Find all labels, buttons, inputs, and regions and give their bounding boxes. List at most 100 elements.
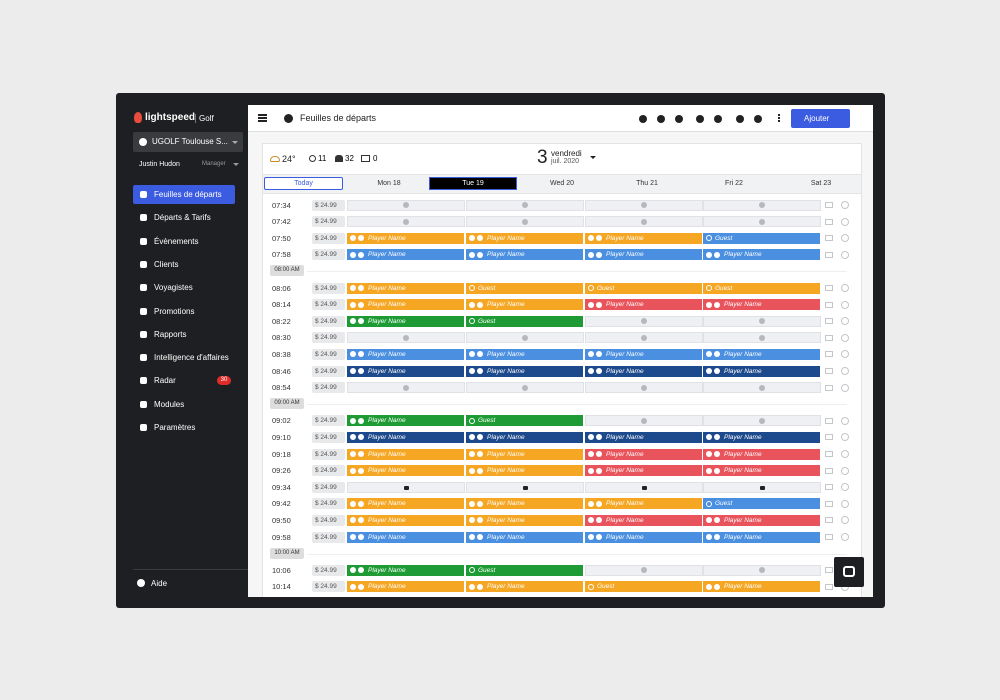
booking-slot[interactable]: Player Name bbox=[585, 348, 702, 360]
cart-icon[interactable] bbox=[825, 451, 833, 457]
booking-slot[interactable]: Player Name bbox=[466, 232, 583, 244]
day-tab[interactable]: Thu 21 bbox=[636, 180, 658, 187]
cart-icon[interactable] bbox=[825, 434, 833, 441]
booking-slot[interactable]: Player Name bbox=[466, 249, 583, 261]
cart-icon[interactable] bbox=[825, 334, 833, 341]
timer-icon[interactable] bbox=[841, 516, 849, 525]
timer-icon[interactable] bbox=[841, 217, 849, 226]
nav-item[interactable]: Clients bbox=[133, 255, 235, 274]
booking-slot[interactable]: Player Name bbox=[347, 465, 464, 477]
tool-icon[interactable] bbox=[754, 115, 762, 123]
day-tab[interactable]: Wed 20 bbox=[550, 180, 574, 187]
booking-slot[interactable]: Player Name bbox=[347, 365, 464, 377]
booking-slot[interactable]: Player Name bbox=[347, 249, 464, 261]
booking-slot[interactable]: Player Name bbox=[703, 514, 820, 526]
nav-item[interactable]: Voyagistes bbox=[133, 278, 235, 297]
booking-slot[interactable]: Player Name bbox=[585, 498, 702, 510]
empty-slot[interactable] bbox=[347, 382, 465, 394]
cart-icon[interactable] bbox=[825, 417, 833, 424]
booking-slot[interactable]: Player Name bbox=[347, 498, 464, 510]
booking-slot[interactable]: Player Name bbox=[703, 448, 820, 460]
booking-slot[interactable]: Player Name bbox=[347, 299, 464, 311]
day-tab[interactable]: Mon 18 bbox=[377, 180, 401, 187]
empty-slot[interactable] bbox=[703, 415, 821, 427]
nav-item[interactable]: Radar 30 bbox=[133, 371, 235, 390]
nav-item[interactable]: Rapports bbox=[133, 325, 235, 344]
cart-icon[interactable] bbox=[825, 517, 833, 524]
booking-slot[interactable]: Player Name bbox=[347, 282, 464, 294]
tool-icon[interactable] bbox=[675, 115, 683, 123]
timer-icon[interactable] bbox=[841, 250, 849, 259]
cart-icon[interactable] bbox=[825, 218, 833, 225]
empty-slot[interactable] bbox=[703, 216, 821, 228]
empty-slot[interactable] bbox=[585, 315, 703, 327]
booking-slot[interactable]: Guest bbox=[703, 232, 820, 244]
course-select[interactable]: UGOLF Toulouse S... bbox=[133, 132, 243, 152]
timer-icon[interactable] bbox=[841, 416, 849, 425]
booking-slot[interactable]: Player Name bbox=[347, 581, 464, 593]
booking-slot[interactable]: Player Name bbox=[466, 531, 583, 543]
empty-slot[interactable] bbox=[466, 216, 584, 228]
booking-slot[interactable]: Player Name bbox=[347, 315, 464, 327]
booking-slot[interactable]: Player Name bbox=[466, 465, 583, 477]
booking-slot[interactable]: Guest bbox=[466, 282, 583, 294]
nav-item[interactable]: Évènements bbox=[133, 232, 235, 251]
nav-item[interactable]: Promotions bbox=[133, 302, 235, 321]
booking-slot[interactable]: Guest bbox=[466, 315, 583, 327]
cart-icon[interactable] bbox=[825, 467, 833, 474]
booking-slot[interactable]: Guest bbox=[466, 564, 583, 576]
booking-slot[interactable]: Player Name bbox=[466, 514, 583, 526]
timer-icon[interactable] bbox=[841, 450, 849, 458]
cart-icon[interactable] bbox=[825, 301, 833, 308]
empty-slot[interactable] bbox=[703, 332, 821, 344]
empty-slot[interactable] bbox=[466, 382, 584, 394]
booking-slot[interactable]: Player Name bbox=[703, 465, 820, 477]
nav-item[interactable]: Paramètres bbox=[133, 418, 235, 437]
tool-icon[interactable] bbox=[639, 115, 647, 123]
cart-icon[interactable] bbox=[825, 202, 833, 208]
nav-item[interactable]: Modules bbox=[133, 395, 235, 414]
empty-slot[interactable] bbox=[466, 332, 584, 344]
day-tab[interactable]: Tue 19 bbox=[429, 177, 517, 190]
empty-slot[interactable] bbox=[703, 315, 821, 327]
empty-slot[interactable] bbox=[585, 382, 703, 394]
empty-slot[interactable] bbox=[585, 199, 703, 211]
timer-icon[interactable] bbox=[841, 433, 849, 442]
timer-icon[interactable] bbox=[841, 499, 849, 508]
tool-icon[interactable] bbox=[696, 115, 704, 123]
empty-slot[interactable] bbox=[585, 332, 703, 344]
cart-icon[interactable] bbox=[825, 318, 833, 325]
menu-button[interactable] bbox=[258, 114, 267, 116]
timer-icon[interactable] bbox=[841, 234, 849, 243]
empty-slot[interactable] bbox=[347, 216, 465, 228]
cart-icon[interactable] bbox=[825, 500, 833, 507]
booking-slot[interactable]: Guest bbox=[585, 581, 702, 593]
booking-slot[interactable]: Player Name bbox=[347, 564, 464, 576]
empty-slot[interactable] bbox=[703, 382, 821, 394]
timer-icon[interactable] bbox=[841, 533, 849, 541]
booking-slot[interactable]: Guest bbox=[466, 415, 583, 427]
booking-slot[interactable]: Player Name bbox=[703, 348, 820, 360]
cart-icon[interactable] bbox=[825, 384, 833, 391]
empty-slot[interactable] bbox=[347, 332, 465, 344]
booking-slot[interactable]: Player Name bbox=[347, 531, 464, 543]
nav-item[interactable]: Intelligence d'affaires bbox=[133, 348, 235, 367]
date-caret[interactable] bbox=[590, 156, 596, 162]
booking-slot[interactable]: Player Name bbox=[703, 249, 820, 261]
today-button[interactable]: Today bbox=[264, 177, 343, 190]
booking-slot[interactable]: Player Name bbox=[347, 448, 464, 460]
booking-slot[interactable]: Player Name bbox=[466, 431, 583, 443]
booking-slot[interactable]: Player Name bbox=[466, 581, 583, 593]
add-button[interactable]: Ajouter bbox=[791, 109, 850, 128]
cart-icon[interactable] bbox=[825, 285, 833, 291]
day-tab[interactable]: Fri 22 bbox=[725, 180, 743, 187]
cart-icon[interactable] bbox=[825, 368, 833, 374]
timer-icon[interactable] bbox=[841, 367, 849, 375]
timer-icon[interactable] bbox=[841, 317, 849, 326]
booking-slot[interactable]: Player Name bbox=[347, 514, 464, 526]
empty-slot[interactable] bbox=[585, 564, 703, 576]
booking-slot[interactable]: Player Name bbox=[585, 365, 702, 377]
booking-slot[interactable]: Player Name bbox=[466, 299, 583, 311]
booking-slot[interactable]: Player Name bbox=[703, 365, 820, 377]
booking-slot[interactable]: Player Name bbox=[347, 431, 464, 443]
